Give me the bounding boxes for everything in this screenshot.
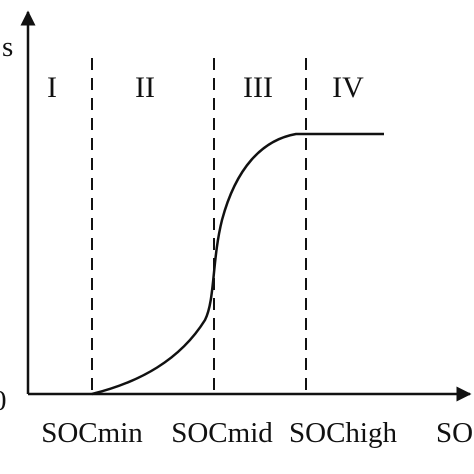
region-label-2: II (135, 71, 155, 104)
x-axis-label: SO (436, 417, 473, 449)
tick-label-sochigh: SOChigh (289, 417, 397, 449)
tick-label-socmin: SOCmin (41, 417, 143, 449)
region-label-3: III (243, 71, 273, 104)
region-label-1: I (47, 71, 57, 104)
region-label-4: IV (332, 71, 364, 104)
y-axis-label: s (2, 31, 13, 63)
soc-curve (91, 132, 384, 396)
origin-label: 0 (0, 385, 7, 417)
tick-label-socmid: SOCmid (171, 417, 273, 449)
